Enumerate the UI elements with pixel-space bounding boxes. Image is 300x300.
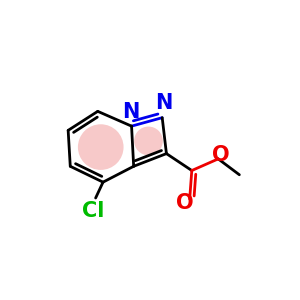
Text: N: N	[155, 94, 172, 113]
Text: O: O	[212, 145, 229, 165]
Circle shape	[78, 124, 124, 170]
Circle shape	[134, 127, 163, 155]
Text: O: O	[176, 193, 193, 213]
Text: Cl: Cl	[82, 201, 105, 221]
Text: N: N	[122, 102, 139, 122]
